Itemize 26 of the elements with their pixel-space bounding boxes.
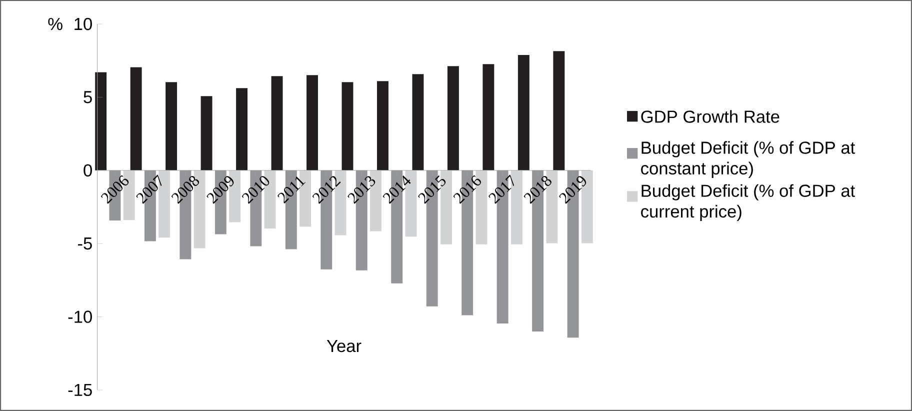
bar	[553, 51, 565, 170]
legend-label: Budget Deficit (% of GDP at constant price)	[641, 141, 856, 178]
x-axis-title: Year	[326, 340, 362, 352]
y-tick-label: 0	[84, 164, 92, 177]
x-tick-label: 2011	[278, 176, 306, 204]
bar	[447, 66, 459, 170]
bar	[342, 82, 354, 170]
y-tick-label: 5	[84, 91, 92, 104]
bar	[95, 72, 107, 170]
y-tick-label: -10	[68, 310, 92, 323]
legend-label: GDP Growth Rate	[641, 110, 780, 123]
bar	[200, 96, 212, 170]
y-tick-label: -5	[78, 238, 92, 250]
bar	[376, 81, 388, 170]
bar	[130, 67, 142, 170]
bar	[482, 64, 494, 170]
bar	[236, 88, 248, 170]
y-axis-title: %	[48, 18, 62, 30]
bar	[166, 82, 178, 170]
bar	[306, 75, 318, 170]
bar	[271, 76, 283, 170]
legend-label: Budget Deficit (% of GDP at current price)	[641, 184, 856, 222]
y-tick-label: -15	[68, 384, 92, 396]
bar	[518, 55, 530, 170]
bar	[412, 74, 424, 170]
y-tick-label: 10	[74, 18, 92, 30]
